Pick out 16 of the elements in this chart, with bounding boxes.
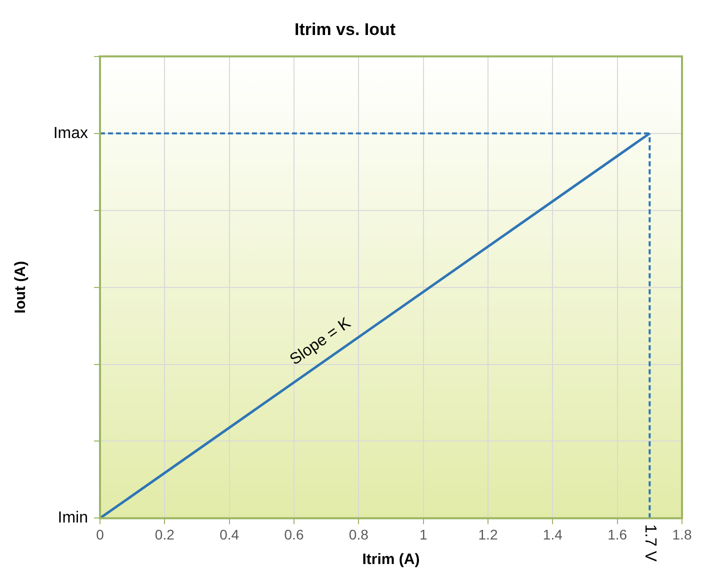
- chart-title: Itrim vs. Iout: [294, 20, 396, 39]
- text: Imax: [53, 124, 88, 142]
- x-tick-label: 0: [96, 526, 104, 542]
- ref-line-label: 1.7 V: [641, 524, 658, 562]
- x-axis-title: Itrim (A): [362, 551, 420, 568]
- x-tick-label: 1: [419, 526, 428, 542]
- x-tick-label: 1.2: [478, 526, 498, 542]
- x-tick-label: 0.2: [154, 526, 175, 542]
- x-tick-label: 1.8: [672, 526, 692, 542]
- x-tick-label: 1.6: [608, 526, 628, 542]
- y-axis-title: Iout (A): [12, 261, 30, 314]
- text: Imin: [58, 510, 88, 527]
- x-tick-label: 1.4: [542, 526, 563, 542]
- x-tick-label: 0.8: [348, 526, 369, 542]
- x-tick-label: 0.6: [284, 526, 304, 542]
- x-tick-label: 0.4: [220, 526, 240, 542]
